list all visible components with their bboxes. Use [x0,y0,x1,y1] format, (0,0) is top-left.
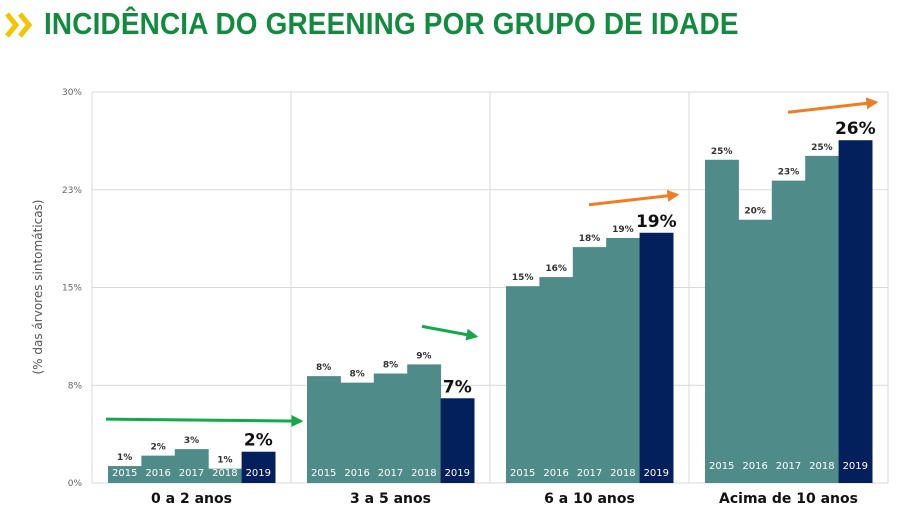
y-tick-label: 15% [62,284,82,294]
bar-highlight [838,140,873,483]
data-label: 8% [349,370,364,380]
bar-highlight [241,451,276,483]
data-label-highlight: 7% [443,377,472,397]
bar-year-label: 2016 [543,468,568,479]
trend-arrow [421,324,479,341]
bar [174,449,209,483]
bar [506,286,540,483]
category-label: 6 a 10 anos [544,491,635,507]
bar-year-label: 2019 [445,468,470,479]
bar-year-label: 2015 [709,461,734,472]
trend-arrow [787,97,879,114]
data-label: 18% [579,234,601,244]
bar-year-label: 2016 [344,468,369,479]
bar-year-label: 2017 [179,468,204,479]
data-label: 1% [117,453,132,463]
y-tick-label: 8% [68,381,83,391]
bar-year-label: 2018 [411,468,436,479]
category-label: Acima de 10 anos [719,491,858,507]
bar-year-label: 2016 [742,461,767,472]
bar [705,159,739,484]
data-label-highlight: 26% [835,119,876,139]
page-title: INCIDÊNCIA DO GREENING POR GRUPO DE IDAD… [44,6,739,41]
bar-year-label: 2016 [145,468,170,479]
bar [373,373,408,483]
bar [738,219,773,483]
bar [208,468,243,483]
data-label: 8% [383,361,398,371]
bar [572,247,607,483]
bar-year-label: 2019 [843,461,868,472]
data-label-highlight: 2% [244,431,273,451]
bar [407,364,442,483]
data-label: 15% [512,273,534,283]
bar [108,466,142,483]
bar-year-label: 2018 [610,468,635,479]
data-label: 3% [184,436,199,446]
bar [307,376,341,483]
double-chevron-icon [5,12,33,38]
data-label: 25% [711,147,733,157]
data-label: 1% [217,456,232,466]
data-label: 23% [778,168,800,178]
bar-year-label: 2015 [311,468,336,479]
data-label: 16% [545,264,567,274]
bar [539,277,574,483]
bar-year-label: 2019 [246,468,271,479]
bar [606,237,641,483]
bar-highlight [440,398,475,483]
category-label: 0 a 2 anos [151,491,232,507]
bar-year-label: 2018 [212,468,237,479]
bar-year-label: 2017 [776,461,801,472]
bar-year-label: 2017 [577,468,602,479]
data-label: 20% [744,207,766,217]
bar [805,155,840,483]
y-tick-label: 23% [62,186,82,196]
trend-arrow [105,415,304,428]
trend-arrow [588,189,680,207]
y-tick-label: 30% [62,88,82,98]
data-label: 8% [316,363,331,373]
bar [771,180,806,484]
bar-year-label: 2015 [510,468,535,479]
data-label: 19% [612,225,634,235]
header: INCIDÊNCIA DO GREENING POR GRUPO DE IDAD… [0,0,900,60]
bar [141,455,176,483]
data-label: 9% [416,351,431,361]
bar-year-label: 2019 [644,468,669,479]
data-label: 2% [150,443,165,453]
category-label: 3 a 5 anos [350,491,431,507]
data-label: 25% [811,143,833,153]
bar-highlight [639,232,674,483]
bar-year-label: 2018 [809,461,834,472]
data-label-highlight: 19% [636,212,677,232]
bar-year-label: 2015 [112,468,137,479]
bar [340,382,375,483]
bar-year-label: 2017 [378,468,403,479]
y-tick-label: 0% [68,479,83,489]
